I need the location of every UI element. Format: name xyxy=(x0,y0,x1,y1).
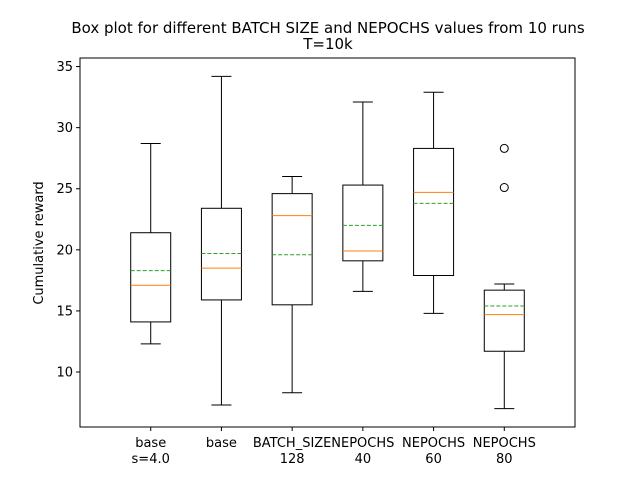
x-tick-label-6-line1: NEPOCHS xyxy=(473,436,536,451)
x-tick-label-4-line2: 40 xyxy=(355,452,372,467)
y-axis-label: Cumulative reward xyxy=(32,181,47,304)
chart-title-line2: T=10k xyxy=(302,35,353,53)
y-tick-label-35: 35 xyxy=(56,60,73,75)
box-5-iqr-box xyxy=(413,147,455,276)
box-6-outlier-2 xyxy=(499,183,509,193)
box-4-iqr-box xyxy=(342,184,384,262)
x-tick-label-4-line1: NEPOCHS xyxy=(331,436,394,451)
x-tick-label-5-line1: NEPOCHS xyxy=(402,436,465,451)
box-2-iqr-box xyxy=(200,207,242,301)
y-tick-label-30: 30 xyxy=(56,121,73,136)
x-tick-label-2-line1: base xyxy=(206,436,237,451)
chart-title-line1: Box plot for different BATCH SIZE and NE… xyxy=(71,19,585,37)
y-tick-label-20: 20 xyxy=(56,243,73,258)
y-tick-label-25: 25 xyxy=(56,182,73,197)
x-tick-label-3-line1: BATCH_SIZE xyxy=(253,436,332,451)
x-tick-label-5-line2: 60 xyxy=(425,452,442,467)
x-tick-label-1-line2: s=4.0 xyxy=(132,452,170,467)
box-6-outlier-1 xyxy=(499,143,509,153)
box-6-iqr-box xyxy=(483,289,525,352)
box-3-iqr-box xyxy=(271,193,313,306)
axes-frame xyxy=(79,57,576,428)
x-tick-label-3-line2: 128 xyxy=(280,452,305,467)
x-tick-label-6-line2: 80 xyxy=(496,452,513,467)
x-tick-label-1-line1: base xyxy=(135,436,166,451)
y-tick-label-15: 15 xyxy=(56,304,73,319)
y-tick-label-10: 10 xyxy=(56,366,73,381)
box-1-iqr-box xyxy=(130,232,172,323)
